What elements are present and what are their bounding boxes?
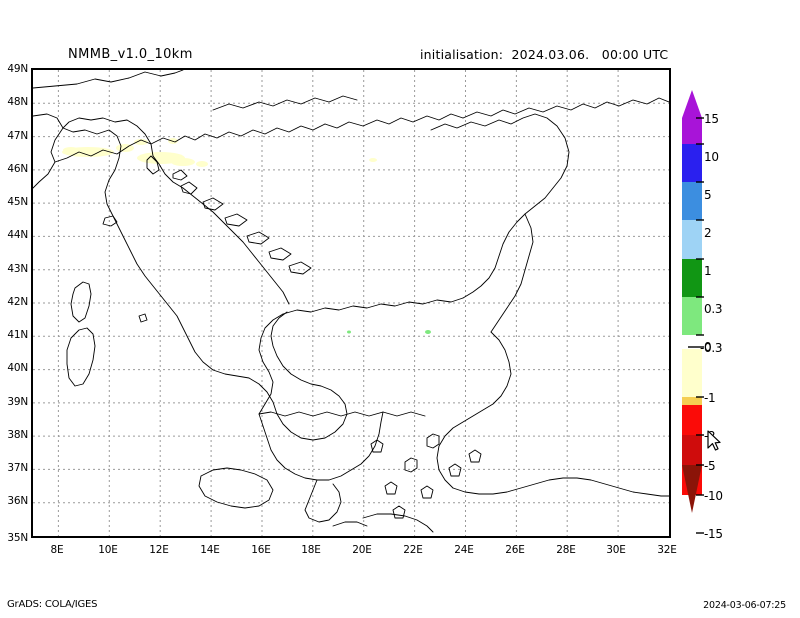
xtick-label-12E: 12E [149,544,169,556]
ytick-label-42N: 42N [7,296,28,308]
ytick-label-43N: 43N [7,263,28,275]
colorbar-label-5: 5 [704,188,712,202]
ytick-label-46N: 46N [7,163,28,175]
colorbar-label-neg0.3: -0.3 [700,341,723,355]
colorbar-label-0: 0 [704,340,712,354]
render-timestamp: 2024-03-06-07:25 [703,600,786,611]
initialisation-time: initialisation: 2024.03.06. 00:00 UTC [420,47,669,62]
xtick-label-10E: 10E [98,544,118,556]
colorbar-label-neg5: -5 [704,459,716,473]
xtick-label-20E: 20E [352,544,372,556]
ytick-label-40N: 40N [7,362,28,374]
grads-credit: GrADS: COLA/IGES [7,599,98,610]
colorbar-label-neg2: -2 [704,429,716,443]
ytick-label-49N: 49N [7,63,28,75]
ytick-label-36N: 36N [7,495,28,507]
colorbar[interactable]: 15 10 5 2 1 0.3 0 -0.3 -1 -2 -5 -10 -15 [678,80,748,541]
colorbar-label-2: 2 [704,226,712,240]
grid-lines [33,70,669,536]
xtick-label-14E: 14E [200,544,220,556]
ytick-label-37N: 37N [7,462,28,474]
model-title: NMMB_v1.0_10km [68,47,193,62]
xtick-label-22E: 22E [403,544,423,556]
xtick-label-8E: 8E [50,544,64,556]
xtick-label-28E: 28E [556,544,576,556]
ytick-label-47N: 47N [7,130,28,142]
colorbar-label-10: 10 [704,150,719,164]
map-plot-area[interactable] [31,68,671,538]
xtick-label-32E: 32E [657,544,677,556]
xtick-label-30E: 30E [606,544,626,556]
map-canvas [33,70,669,536]
xtick-label-18E: 18E [301,544,321,556]
ytick-label-38N: 38N [7,429,28,441]
colorbar-swatches-lower [682,405,702,513]
ytick-label-44N: 44N [7,229,28,241]
colorbar-label-0.3: 0.3 [704,302,723,316]
snow-field-patches [62,138,431,334]
colorbar-label-1: 1 [704,264,712,278]
colorbar-label-15: 15 [704,112,719,126]
ytick-label-35N: 35N [7,532,28,544]
xtick-label-26E: 26E [505,544,525,556]
colorbar-label-neg15: -15 [704,527,723,541]
ytick-label-39N: 39N [7,396,28,408]
colorbar-label-neg1: -1 [704,391,716,405]
map-outlines [33,70,669,533]
xtick-label-24E: 24E [454,544,474,556]
ytick-label-41N: 41N [7,329,28,341]
colorbar-label-neg10: -10 [704,489,723,503]
ytick-label-45N: 45N [7,196,28,208]
ytick-label-48N: 48N [7,96,28,108]
xtick-label-16E: 16E [251,544,271,556]
